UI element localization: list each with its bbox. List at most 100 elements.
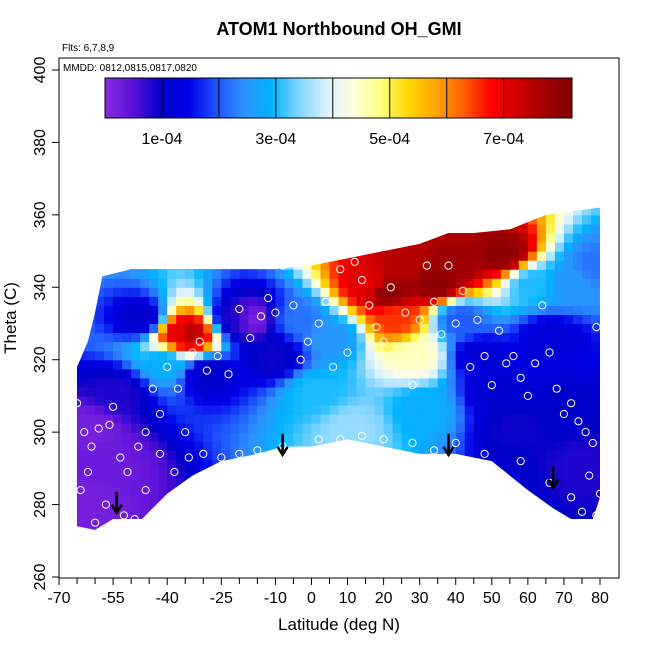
heatmap-cell: [86, 287, 96, 297]
heatmap-cell: [239, 341, 249, 352]
heatmap-cell: [410, 323, 421, 334]
heatmap-cell: [527, 251, 538, 261]
heatmap-cell: [437, 323, 448, 334]
heatmap-cell: [509, 278, 520, 288]
heatmap-cell: [185, 504, 195, 515]
heatmap-cell: [473, 386, 484, 397]
heatmap-cell: [212, 251, 222, 261]
heatmap-cell: [374, 287, 385, 297]
heatmap-cell: [140, 287, 150, 297]
heatmap-cell: [356, 223, 367, 234]
heatmap-cell: [329, 260, 340, 270]
colorbar-segment: [147, 78, 150, 118]
heatmap-cell: [194, 368, 204, 379]
heatmap-cell: [446, 486, 457, 497]
heatmap-cell: [203, 468, 213, 479]
heatmap-cell: [266, 251, 276, 261]
heatmap-cell: [329, 207, 340, 216]
heatmap-cell: [590, 450, 601, 460]
colorbar-segment: [270, 78, 274, 118]
heatmap-cell: [239, 251, 249, 261]
heatmap-cell: [311, 323, 322, 334]
heatmap-cell: [302, 377, 313, 388]
heatmap-cell: [338, 223, 349, 234]
heatmap-cell: [131, 441, 141, 451]
heatmap-cell: [474, 197, 484, 207]
heatmap-cell: [473, 242, 484, 252]
heatmap-cell: [230, 468, 240, 479]
heatmap-cell: [329, 214, 340, 225]
heatmap-cell: [464, 223, 475, 234]
heatmap-cell: [329, 404, 340, 415]
heatmap-cell: [600, 404, 601, 415]
x-tick-label: 10: [339, 590, 357, 607]
heatmap-cell: [248, 468, 258, 479]
heatmap-cell: [374, 450, 385, 460]
heatmap-cell: [356, 260, 367, 270]
heatmap-cell: [455, 305, 466, 316]
heatmap-cell: [401, 332, 412, 343]
heatmap-cell: [59, 514, 69, 524]
heatmap-cell: [545, 305, 556, 316]
heatmap-cell: [104, 532, 114, 542]
heatmap-cell: [95, 368, 105, 379]
heatmap-cell: [419, 223, 430, 234]
heatmap-cell: [339, 532, 349, 542]
heatmap-cell: [554, 251, 565, 261]
heatmap-cell: [455, 207, 466, 216]
heatmap-cell: [86, 251, 96, 261]
heatmap-cell: [374, 504, 385, 515]
heatmap-cell: [410, 432, 421, 442]
heatmap-cell: [545, 278, 556, 288]
heatmap-cell: [113, 269, 123, 279]
heatmap-cell: [311, 207, 322, 216]
heatmap-cell: [473, 214, 484, 225]
heatmap-cell: [275, 404, 286, 415]
heatmap-cell: [212, 423, 222, 433]
heatmap-cell: [212, 432, 222, 442]
heatmap-cell: [500, 332, 511, 343]
heatmap-cell: [266, 207, 276, 216]
sample-point: [451, 319, 460, 328]
heatmap-cell: [104, 404, 114, 415]
heatmap-cell: [509, 395, 520, 406]
heatmap-cell: [293, 450, 304, 460]
heatmap-cell: [320, 341, 331, 352]
y-tick-label: 280: [32, 491, 49, 518]
heatmap-cell: [293, 232, 304, 243]
heatmap-cell: [536, 414, 547, 424]
heatmap-cell: [374, 214, 385, 225]
heatmap-cell: [518, 305, 529, 316]
heatmap-cell: [590, 495, 601, 506]
heatmap-cell: [491, 232, 502, 243]
heatmap-cell: [401, 377, 412, 388]
heatmap-cell: [455, 223, 466, 234]
sample-point: [303, 337, 312, 346]
heatmap-cell: [401, 368, 412, 379]
heatmap-cell: [104, 459, 114, 469]
heatmap-cell: [320, 368, 331, 379]
heatmap-cell: [167, 296, 177, 306]
heatmap-cell: [410, 386, 421, 397]
heatmap-cell: [473, 296, 484, 306]
heatmap-cell: [401, 287, 412, 297]
heatmap-cell: [554, 305, 565, 316]
colorbar-segment: [429, 78, 433, 118]
heatmap-cell: [365, 468, 376, 479]
heatmap-cell: [527, 350, 538, 361]
date-annotation: MMDD: 0812,0815,0817,0820: [63, 63, 197, 74]
heatmap-cell: [392, 386, 403, 397]
heatmap-cell: [248, 386, 258, 397]
heatmap-cell: [176, 323, 186, 334]
heatmap-cell: [140, 197, 150, 207]
heatmap-cell: [455, 323, 466, 334]
heatmap-cell: [248, 459, 258, 469]
heatmap-cell: [581, 404, 592, 415]
heatmap-cell: [95, 305, 105, 316]
heatmap-cell: [212, 395, 222, 406]
heatmap-cell: [311, 504, 322, 515]
heatmap-cell: [500, 414, 511, 424]
colorbar-segment: [473, 78, 477, 118]
heatmap-cell: [401, 314, 412, 325]
heatmap-cell: [131, 323, 141, 334]
